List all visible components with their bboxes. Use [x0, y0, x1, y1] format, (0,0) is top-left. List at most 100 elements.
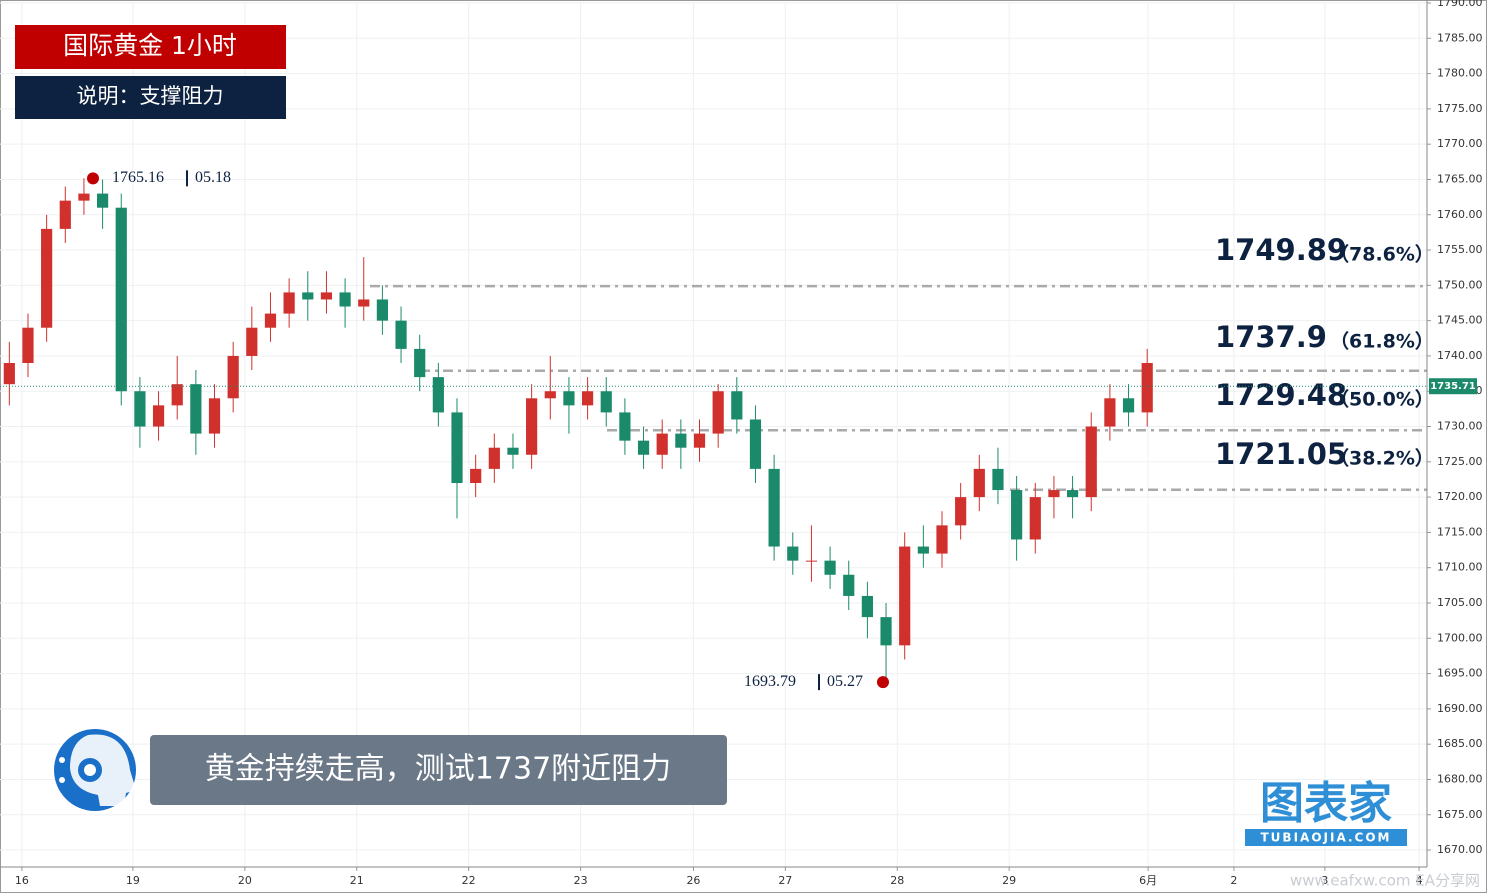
logo-bar	[1245, 829, 1407, 846]
candle-body	[507, 447, 519, 455]
logo-url: TUBIAOJIA.COM	[1261, 831, 1392, 845]
levels: 1749.89（78.6%） 1737.9 （61.8%） 1729.48（50.0%…	[370, 233, 1434, 491]
candle-body	[637, 440, 650, 455]
y-tick-label: 1675.00	[1437, 808, 1483, 821]
x-tick-label: 6月	[1139, 874, 1157, 887]
level-value: 1749.89	[1215, 233, 1347, 267]
caption-box	[150, 735, 727, 805]
candle-body	[973, 468, 985, 498]
candle-body	[693, 433, 706, 448]
chart-title: 国际黄金 1小时	[63, 31, 237, 60]
candle-body	[208, 398, 221, 434]
candle-body	[488, 447, 500, 469]
y-tick-label: 1715.00	[1437, 525, 1483, 538]
y-tick-label: 1710.00	[1437, 561, 1483, 574]
y-tick-label: 1740.00	[1437, 349, 1483, 362]
y-tick-label: 1765.00	[1437, 172, 1483, 185]
candle-body	[171, 384, 183, 406]
y-tick-label: 1770.00	[1437, 137, 1483, 150]
x-tick-label: 3	[1321, 874, 1328, 887]
x-tick-label: 2	[1230, 874, 1237, 887]
candle-body	[805, 560, 818, 562]
candle-body	[731, 391, 743, 420]
x-tick-label: 29	[1002, 874, 1016, 887]
candle-body	[619, 412, 631, 441]
level-label: （61.8%）	[1330, 330, 1434, 353]
x-tick-label: 4	[1416, 874, 1423, 887]
candle-body	[1141, 363, 1153, 413]
high-value: 1765.16	[112, 169, 164, 186]
y-tick-label: 1670.00	[1437, 843, 1483, 856]
y-tick-label: 1775.00	[1437, 102, 1483, 115]
level-label: （50.0%）	[1330, 388, 1434, 411]
current-label: 1735.71	[1430, 381, 1476, 392]
candle-body	[917, 546, 929, 554]
candle-body	[152, 405, 165, 427]
candle-body	[768, 468, 780, 547]
x-tick-label: 20	[238, 874, 252, 887]
high-marker	[87, 172, 99, 185]
x-tick-label: 27	[778, 874, 792, 887]
candle-body	[656, 433, 668, 455]
y-tick-label: 1780.00	[1437, 67, 1483, 80]
watermark: www.eafxw.com EA分享网	[1290, 872, 1480, 890]
low-value: 1693.79	[744, 673, 796, 690]
candle-body	[264, 313, 277, 328]
candle-body	[843, 574, 855, 596]
level-value: 1729.48	[1215, 378, 1347, 412]
candle-body	[96, 193, 109, 208]
candles	[3, 178, 1153, 683]
title-box	[15, 25, 286, 69]
y-tick-label: 1680.00	[1437, 772, 1483, 785]
level-label: （78.6%）	[1330, 243, 1434, 266]
candle-body	[899, 546, 911, 646]
y-tick-label: 1695.00	[1437, 667, 1483, 680]
candle-body	[134, 391, 146, 427]
candle-body	[581, 391, 594, 406]
level-label: （38.2%）	[1330, 447, 1434, 470]
candle-body	[1085, 426, 1097, 498]
candle-body	[320, 292, 333, 300]
candle-body	[600, 391, 612, 413]
candle-body	[59, 200, 71, 229]
candle-body	[675, 433, 687, 448]
candle-body	[358, 299, 370, 307]
y-tick-label: 1790.00	[1437, 0, 1483, 9]
y-tick-label: 1730.00	[1437, 420, 1483, 433]
candle-body	[563, 391, 575, 406]
candle-body	[283, 292, 295, 314]
y-tick-label: 1755.00	[1437, 243, 1483, 256]
candle-body	[22, 327, 34, 363]
candle-body	[880, 617, 892, 646]
candle-body	[78, 193, 90, 201]
candle-body	[1104, 398, 1116, 427]
candle-body	[339, 292, 351, 307]
candle-body	[526, 398, 538, 455]
logo: 图表家	[1260, 778, 1392, 829]
robot-icon	[54, 729, 136, 811]
y-tick-label: 1760.00	[1437, 208, 1483, 221]
y-tick-label: 1700.00	[1437, 631, 1483, 644]
candle-body	[861, 595, 873, 618]
caption: 黄金持续走高，测试1737附近阻力	[205, 752, 671, 787]
x-tick-label: 26	[686, 874, 700, 887]
candle-body	[1122, 398, 1135, 413]
x-tick-label: 16	[15, 874, 29, 887]
y-tick-label: 1720.00	[1437, 490, 1483, 503]
current-box	[1429, 378, 1477, 395]
candle-body	[992, 468, 1004, 491]
candle-body	[787, 546, 799, 561]
candle-body	[824, 560, 836, 575]
candle-body	[451, 412, 463, 483]
candle-body	[1011, 490, 1023, 540]
candle-body	[1029, 497, 1041, 540]
low-date: 05.27	[827, 673, 863, 690]
grid	[0, 2, 1427, 867]
x-tick-label: 22	[462, 874, 476, 887]
candle-body	[376, 299, 388, 321]
y-tick-label: 1690.00	[1437, 702, 1483, 715]
y-tick-label: 1685.00	[1437, 737, 1483, 750]
level-value: 1721.05	[1215, 437, 1347, 471]
high-date: 05.18	[195, 169, 231, 186]
